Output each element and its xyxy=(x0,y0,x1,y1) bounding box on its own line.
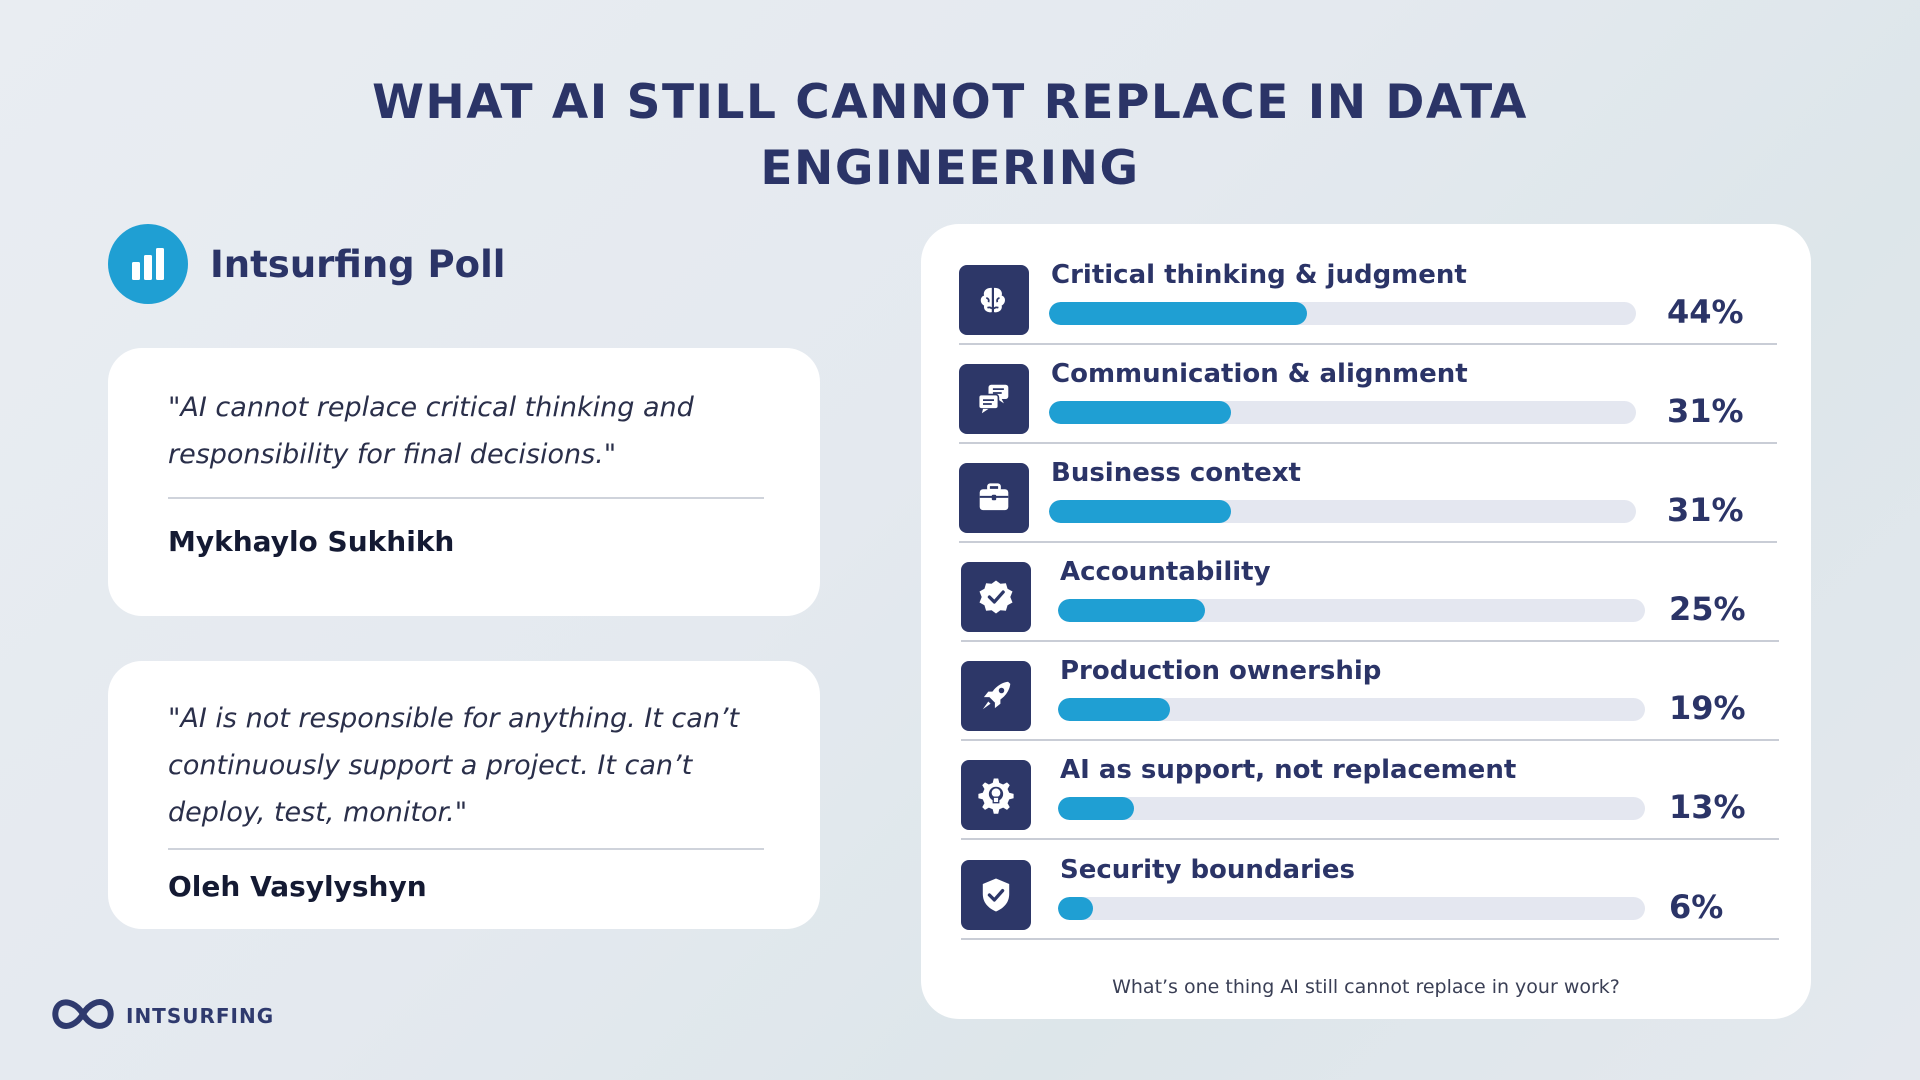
row-divider xyxy=(961,838,1779,840)
bar-track xyxy=(1049,500,1636,523)
bar xyxy=(1058,797,1135,820)
bar xyxy=(1058,698,1170,721)
bar-value-label: 13% xyxy=(1669,788,1746,826)
bar-label: AI as support, not replacement xyxy=(1060,755,1517,785)
quote-author: Oleh Vasylyshyn xyxy=(168,870,427,903)
chart-row: Business context 31% xyxy=(959,444,1777,543)
brand-logo: INTSURFING xyxy=(50,997,274,1035)
chart-caption: What’s one thing AI still cannot replace… xyxy=(1112,976,1620,998)
bar xyxy=(1058,897,1094,920)
bar-label: Business context xyxy=(1051,458,1301,488)
quote-card: "AI is not responsible for anything. It … xyxy=(108,661,820,929)
chart-row: Communication & alignment 31% xyxy=(959,345,1777,444)
poll-title: Intsurfing Poll xyxy=(210,242,506,286)
bar-track xyxy=(1049,401,1636,424)
bar-label: Communication & alignment xyxy=(1051,359,1468,389)
chart-row: Accountability 25% xyxy=(961,543,1779,642)
bar-value-label: 19% xyxy=(1669,689,1746,727)
quote-divider xyxy=(168,848,764,850)
bar-label: Critical thinking & judgment xyxy=(1051,260,1467,290)
bar-value-label: 6% xyxy=(1669,888,1724,926)
infinity-logo-icon xyxy=(50,997,116,1035)
bar-track xyxy=(1058,797,1645,820)
quote-author: Mykhaylo Sukhikh xyxy=(168,525,455,558)
bar-track xyxy=(1058,599,1645,622)
chart-row: Production ownership 19% xyxy=(961,642,1779,741)
row-divider xyxy=(959,442,1777,444)
bar-label: Accountability xyxy=(1060,557,1271,587)
bar-chart-icon xyxy=(108,224,188,304)
rocket-icon xyxy=(961,661,1031,731)
poll-header: Intsurfing Poll xyxy=(108,224,505,304)
row-divider xyxy=(961,938,1779,940)
quote-text: "AI cannot replace critical thinking and… xyxy=(168,392,694,470)
verified-badge-icon xyxy=(961,562,1031,632)
chat-bubbles-icon xyxy=(959,364,1029,434)
bar-value-label: 31% xyxy=(1667,392,1744,430)
row-divider xyxy=(959,541,1777,543)
chart-row: AI as support, not replacement 13% xyxy=(961,741,1779,840)
bar-track xyxy=(1058,897,1645,920)
bar-track xyxy=(1058,698,1645,721)
shield-check-icon xyxy=(961,860,1031,930)
chart-row: Critical thinking & judgment 44% xyxy=(959,246,1777,345)
bar xyxy=(1049,401,1231,424)
gear-bulb-icon xyxy=(961,760,1031,830)
brain-icon xyxy=(959,265,1029,335)
bar-value-label: 25% xyxy=(1669,590,1746,628)
bar-label: Security boundaries xyxy=(1060,855,1355,885)
chart-row: Security boundaries 6% xyxy=(961,841,1779,940)
bar-track xyxy=(1049,302,1636,325)
bar xyxy=(1049,302,1308,325)
quote-text: "AI is not responsible for anything. It … xyxy=(168,703,740,828)
bar xyxy=(1049,500,1231,523)
briefcase-icon xyxy=(959,463,1029,533)
poll-results-chart: What’s one thing AI still cannot replace… xyxy=(921,224,1811,1019)
quote-card: "AI cannot replace critical thinking and… xyxy=(108,348,820,616)
bar xyxy=(1058,599,1205,622)
brand-name: INTSURFING xyxy=(126,1004,275,1028)
row-divider xyxy=(961,739,1779,741)
bar-value-label: 44% xyxy=(1667,293,1744,331)
page-title: WHAT AI STILL CANNOT REPLACE IN DATA ENG… xyxy=(372,75,1528,196)
bar-value-label: 31% xyxy=(1667,491,1744,529)
row-divider xyxy=(959,343,1777,345)
row-divider xyxy=(961,640,1779,642)
bar-label: Production ownership xyxy=(1060,656,1382,686)
quote-divider xyxy=(168,497,764,499)
